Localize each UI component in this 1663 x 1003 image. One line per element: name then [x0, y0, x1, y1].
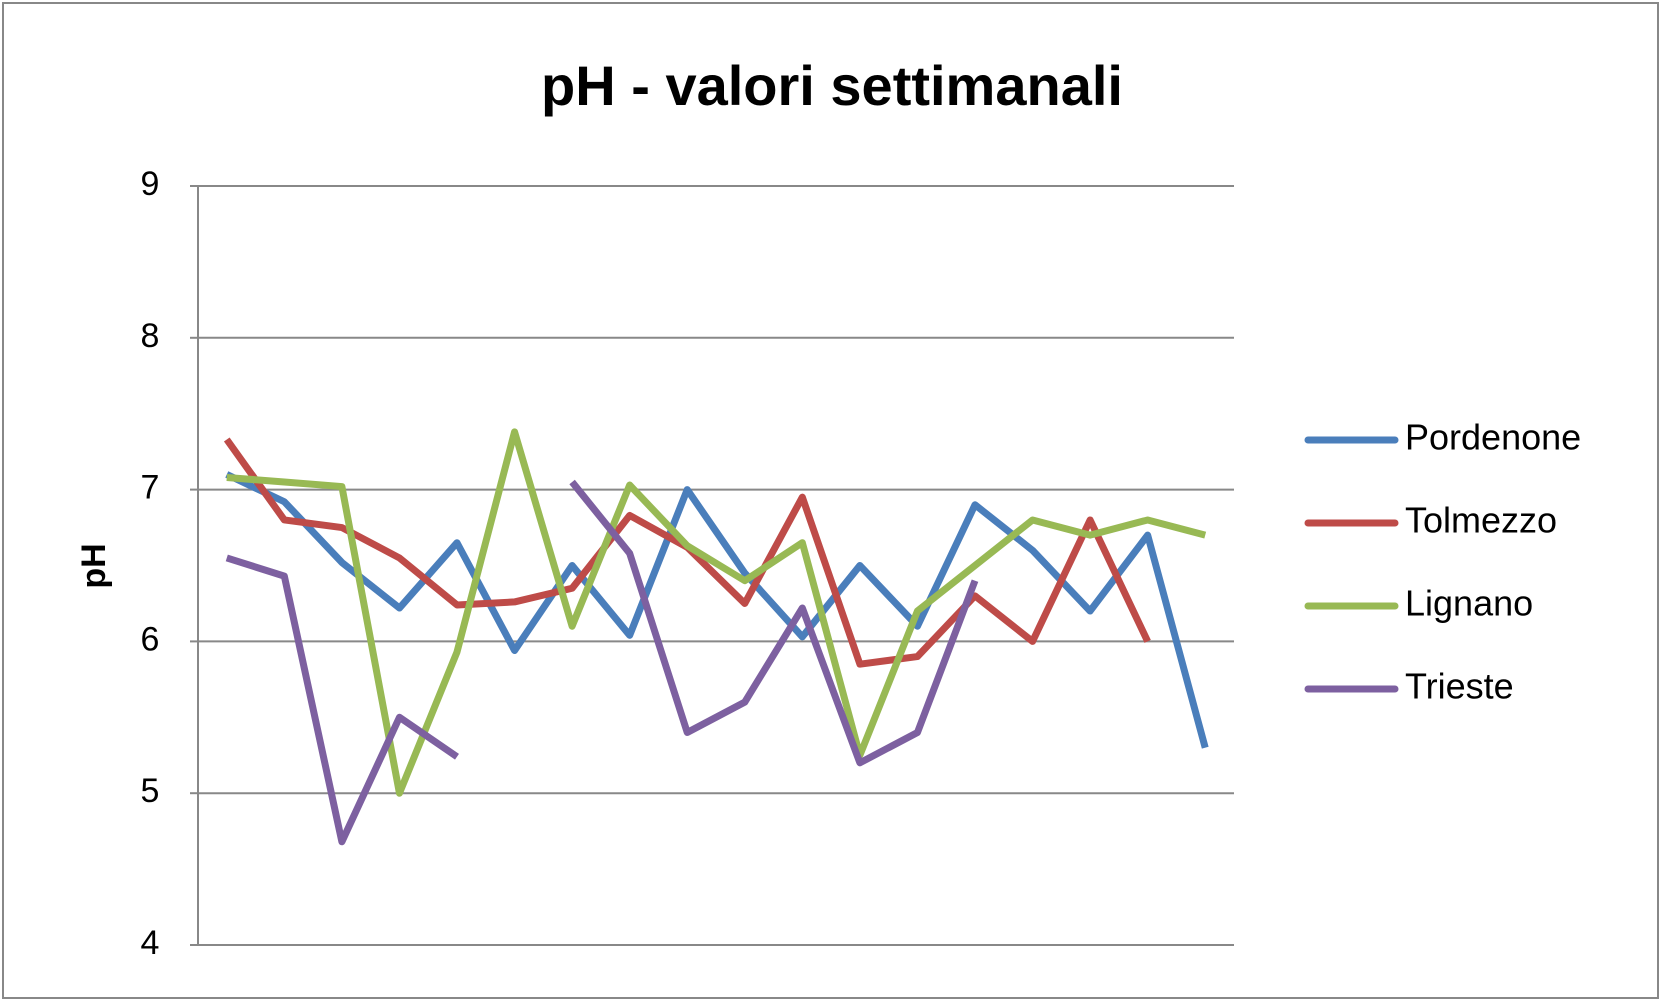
y-tick-label: 7 — [141, 469, 160, 507]
legend-label: Pordenone — [1405, 417, 1581, 458]
legend-label: Trieste — [1405, 666, 1514, 707]
legend-label: Tolmezzo — [1405, 500, 1557, 541]
y-tick-label: 8 — [141, 317, 160, 355]
y-tick-label: 6 — [141, 620, 160, 658]
y-tick-label: 9 — [141, 165, 160, 203]
y-axis-label: pH — [75, 543, 113, 588]
y-tick-label: 4 — [141, 924, 160, 962]
legend-label: Lignano — [1405, 583, 1533, 624]
line-series — [225, 479, 979, 846]
y-tick-label: 5 — [141, 772, 160, 810]
chart-title: pH - valori settimanali — [541, 54, 1123, 117]
line-series — [225, 471, 1209, 749]
